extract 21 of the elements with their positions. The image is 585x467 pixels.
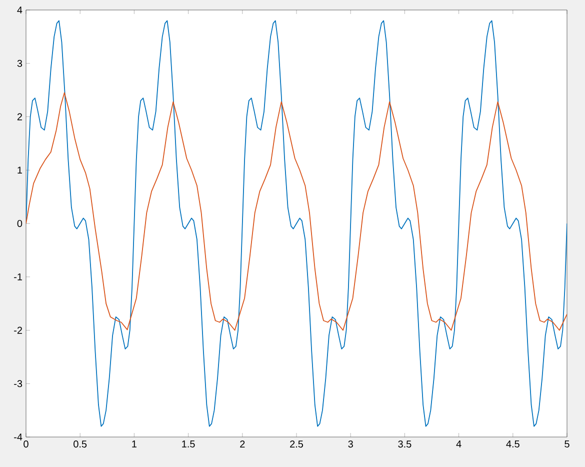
line-series — [26, 92, 567, 331]
y-tick-label: 2 — [17, 113, 22, 120]
x-tick-label: 1.5 — [182, 440, 195, 448]
x-tick-label: 0.5 — [74, 440, 87, 448]
y-tick-label: 3 — [17, 60, 22, 67]
x-tick-label: 3.5 — [398, 440, 412, 448]
y-tick-label: -2 — [14, 326, 22, 334]
x-tick-label: 3 — [348, 440, 353, 448]
x-tick-label: 0 — [24, 440, 28, 448]
y-tick-label: -1 — [14, 273, 22, 280]
y-tick-label: 0 — [17, 220, 22, 228]
x-tick-label: 1 — [132, 440, 136, 448]
x-tick-label: 2 — [240, 440, 245, 448]
y-tick-label: -3 — [14, 380, 22, 388]
y-tick-label: -4 — [14, 434, 22, 440]
x-tick-label: 4.5 — [506, 440, 520, 448]
x-tick-label: 5 — [564, 440, 570, 448]
y-tick-label: 1 — [18, 166, 22, 174]
y-tick-label: 4 — [17, 6, 22, 14]
x-tick-label: 4 — [456, 440, 462, 448]
x-tick-label: 2.5 — [290, 440, 304, 448]
